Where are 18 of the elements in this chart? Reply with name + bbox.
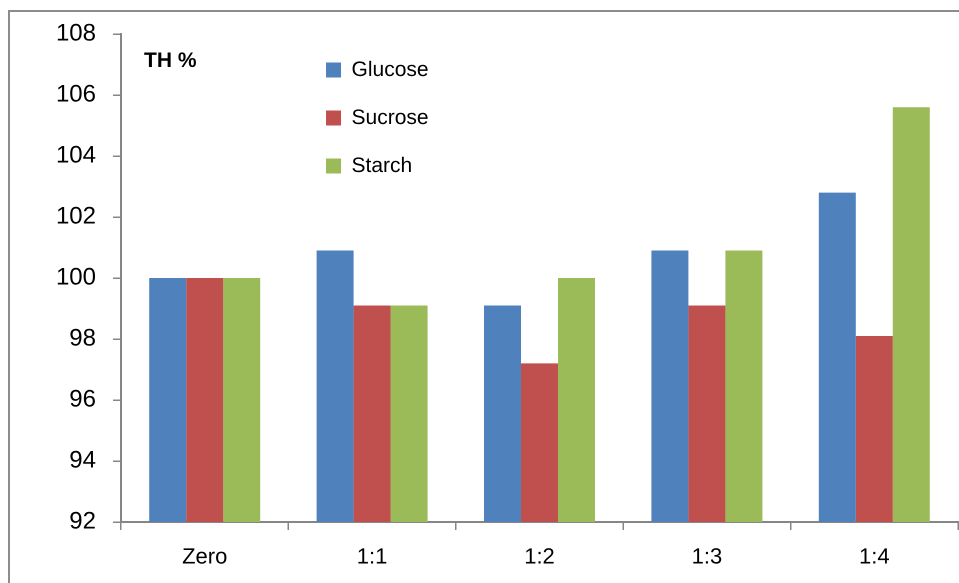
y-tick-label: 108 xyxy=(56,20,96,47)
y-axis-title: TH % xyxy=(144,48,197,72)
legend-label: Glucose xyxy=(352,58,429,81)
x-tick-label: 1:1 xyxy=(356,543,388,568)
y-tick-label: 96 xyxy=(69,386,96,413)
x-tick-label: 1:3 xyxy=(692,543,722,568)
y-tick-label: 94 xyxy=(69,446,96,474)
y-tick-label: 98 xyxy=(69,324,96,352)
x-tick-label: Zero xyxy=(182,543,228,568)
x-tick-label: 1:2 xyxy=(524,543,555,568)
y-tick-label: 106 xyxy=(56,80,96,108)
y-tick-label: 92 xyxy=(69,508,96,535)
y-tick-label: 100 xyxy=(56,264,96,291)
x-tick-label: 1:4 xyxy=(859,543,890,568)
legend-label: Sucrose xyxy=(352,106,429,129)
legend-label: Starch xyxy=(352,154,412,177)
y-tick-label: 102 xyxy=(56,202,96,230)
y-tick-label: 104 xyxy=(56,142,96,169)
